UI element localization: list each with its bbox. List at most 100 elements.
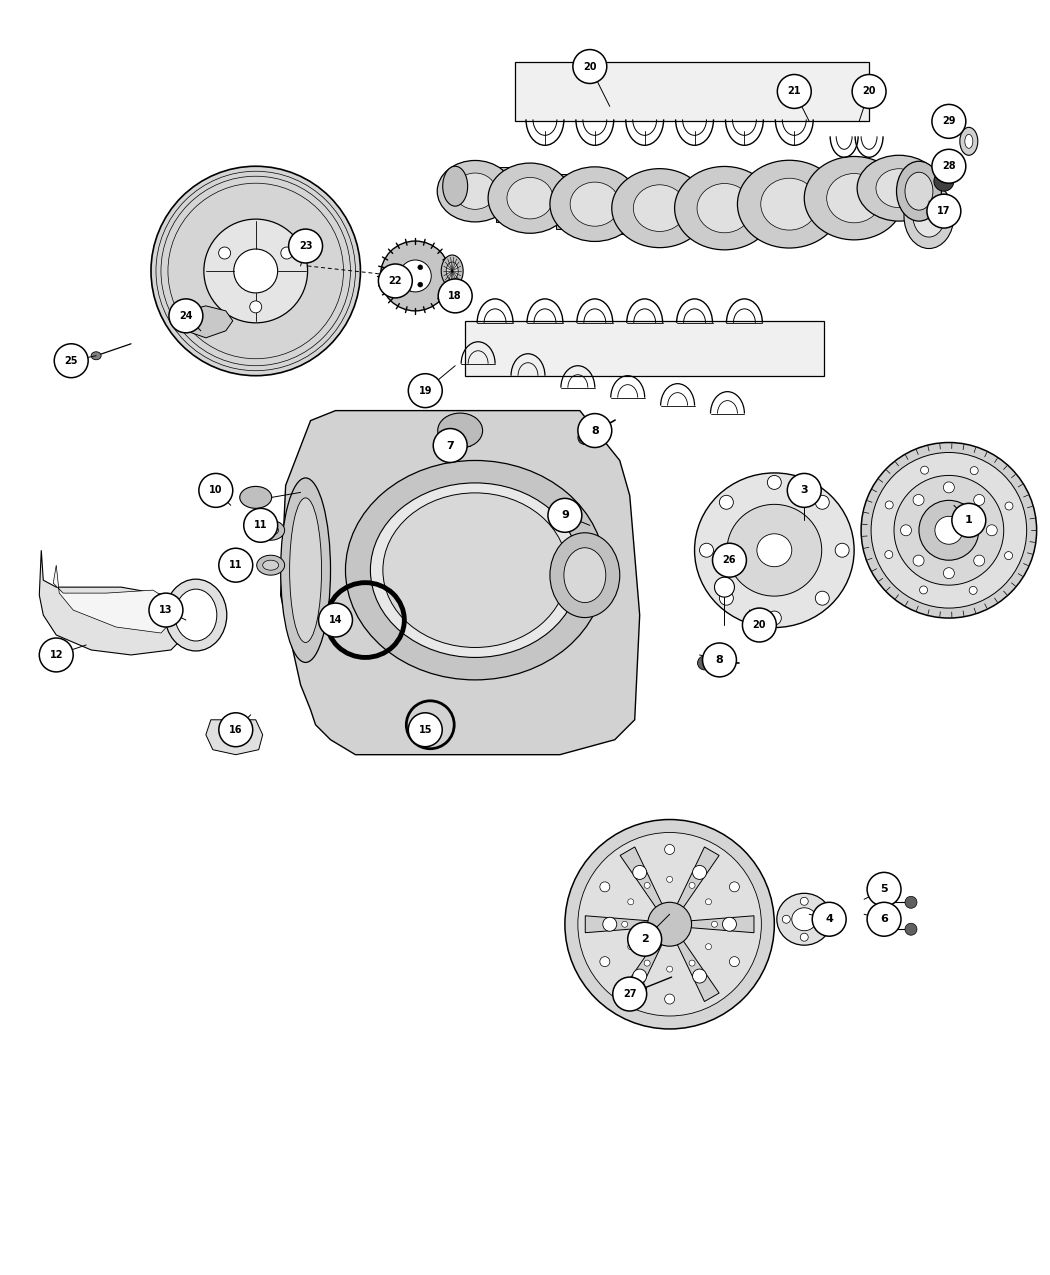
Ellipse shape <box>446 261 458 280</box>
Circle shape <box>434 428 467 463</box>
Circle shape <box>885 551 892 558</box>
Circle shape <box>768 611 781 625</box>
Circle shape <box>702 643 736 677</box>
Circle shape <box>800 933 808 941</box>
Circle shape <box>665 844 674 854</box>
Ellipse shape <box>91 352 101 360</box>
Circle shape <box>914 555 924 566</box>
Circle shape <box>378 264 413 298</box>
Circle shape <box>418 282 423 287</box>
Circle shape <box>1005 552 1012 560</box>
Circle shape <box>151 166 360 376</box>
Bar <box>815 173 834 228</box>
Text: 10: 10 <box>209 486 223 496</box>
Circle shape <box>813 903 846 936</box>
Ellipse shape <box>897 161 942 221</box>
Ellipse shape <box>371 483 580 658</box>
Text: 16: 16 <box>229 724 243 734</box>
Ellipse shape <box>165 579 227 652</box>
Circle shape <box>169 298 203 333</box>
Ellipse shape <box>777 894 832 945</box>
Ellipse shape <box>550 167 639 241</box>
Circle shape <box>665 994 674 1003</box>
Polygon shape <box>685 915 754 933</box>
Circle shape <box>901 525 911 536</box>
Circle shape <box>578 413 612 448</box>
Circle shape <box>986 525 997 536</box>
Circle shape <box>927 194 961 228</box>
Circle shape <box>777 74 812 108</box>
Circle shape <box>204 219 308 323</box>
Text: 2: 2 <box>640 935 649 945</box>
Circle shape <box>408 713 442 747</box>
Circle shape <box>719 592 733 606</box>
Text: 9: 9 <box>561 510 569 520</box>
Ellipse shape <box>694 473 854 627</box>
Circle shape <box>818 915 826 923</box>
Circle shape <box>613 977 647 1011</box>
Circle shape <box>894 476 1004 585</box>
Ellipse shape <box>256 520 285 541</box>
Bar <box>621 179 638 233</box>
Circle shape <box>403 273 407 278</box>
Text: 11: 11 <box>229 560 243 570</box>
Ellipse shape <box>256 555 285 575</box>
Text: 17: 17 <box>938 207 950 217</box>
Circle shape <box>861 442 1036 618</box>
Text: 1: 1 <box>965 515 972 525</box>
Circle shape <box>742 608 776 643</box>
Ellipse shape <box>612 168 708 247</box>
Circle shape <box>55 344 88 377</box>
Circle shape <box>622 922 628 927</box>
Circle shape <box>578 431 592 445</box>
Circle shape <box>689 960 695 966</box>
Ellipse shape <box>455 173 496 209</box>
Circle shape <box>969 586 978 594</box>
Ellipse shape <box>757 534 792 566</box>
Ellipse shape <box>443 166 467 207</box>
Circle shape <box>289 230 322 263</box>
Bar <box>686 181 704 236</box>
Polygon shape <box>280 411 639 755</box>
Text: 3: 3 <box>800 486 808 496</box>
Circle shape <box>628 899 634 905</box>
Circle shape <box>867 903 901 936</box>
Polygon shape <box>206 720 262 755</box>
Circle shape <box>932 149 966 184</box>
Circle shape <box>603 917 616 931</box>
Circle shape <box>815 592 830 606</box>
Ellipse shape <box>345 460 605 680</box>
Circle shape <box>693 866 707 880</box>
Polygon shape <box>178 306 233 338</box>
Text: 24: 24 <box>180 311 192 321</box>
Circle shape <box>905 896 917 908</box>
Circle shape <box>149 593 183 627</box>
Ellipse shape <box>636 986 647 993</box>
Circle shape <box>234 249 277 293</box>
Circle shape <box>667 876 673 882</box>
Text: 8: 8 <box>716 655 723 666</box>
Circle shape <box>645 882 650 889</box>
Circle shape <box>628 944 634 950</box>
Circle shape <box>198 473 233 507</box>
Text: 20: 20 <box>753 620 766 630</box>
Polygon shape <box>39 551 186 655</box>
Ellipse shape <box>280 478 331 663</box>
Text: 19: 19 <box>419 385 432 395</box>
Text: 21: 21 <box>788 87 801 97</box>
Ellipse shape <box>792 908 817 931</box>
Circle shape <box>815 495 830 509</box>
Text: 27: 27 <box>623 989 636 1000</box>
Text: 6: 6 <box>880 914 888 924</box>
Ellipse shape <box>437 161 513 222</box>
Circle shape <box>932 105 966 138</box>
Circle shape <box>730 956 739 966</box>
Circle shape <box>399 260 432 292</box>
Circle shape <box>914 495 924 505</box>
Ellipse shape <box>857 156 941 221</box>
Circle shape <box>788 473 821 507</box>
Circle shape <box>905 923 917 935</box>
Circle shape <box>706 944 712 950</box>
Text: 14: 14 <box>329 615 342 625</box>
Bar <box>555 173 574 228</box>
